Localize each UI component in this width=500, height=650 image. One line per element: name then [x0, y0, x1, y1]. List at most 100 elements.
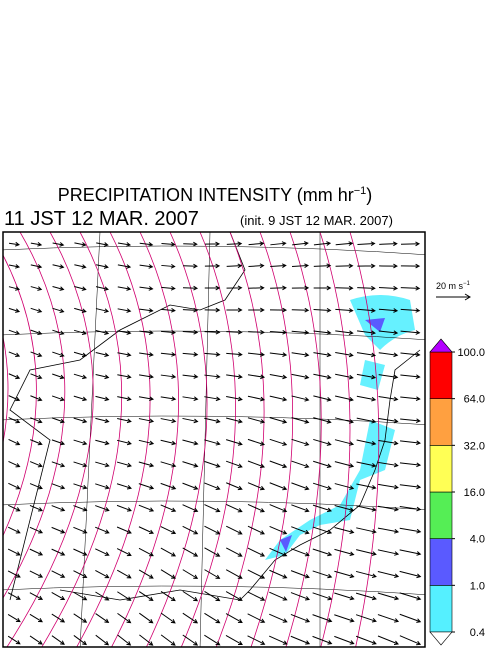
- wind-arrow: [73, 417, 88, 424]
- wind-arrow: [95, 461, 110, 468]
- wind-arrow: [204, 504, 221, 513]
- wind-arrow: [225, 591, 243, 601]
- wind-arrow: [160, 418, 177, 424]
- wind-arrow: [377, 592, 400, 601]
- wind-arrow: [313, 417, 332, 424]
- wind-arrow: [138, 526, 155, 535]
- wind-arrow: [8, 373, 21, 380]
- wind-arrow: [269, 438, 288, 446]
- lon-line: [199, 232, 211, 647]
- wind-arrow: [356, 461, 377, 468]
- wind-arrow: [95, 417, 110, 424]
- title: PRECIPITATION INTENSITY (mm hr−1): [58, 185, 373, 205]
- wind-arrow: [160, 461, 177, 468]
- contour: [215, 232, 265, 647]
- wind-arrow: [377, 570, 400, 579]
- wind-arrow: [29, 461, 43, 468]
- wind-arrow: [182, 547, 199, 557]
- wind-arrow: [399, 462, 422, 468]
- reference-arrow: [436, 293, 471, 301]
- colorbar-label: 32.0: [464, 440, 485, 452]
- wind-arrow: [291, 395, 310, 402]
- wind-arrow: [312, 570, 333, 579]
- wind-arrow: [51, 395, 65, 402]
- colorbar-segment: [429, 491, 453, 539]
- wind-arrow: [400, 418, 421, 424]
- wind-arrow: [204, 307, 221, 313]
- wind-arrow: [247, 525, 265, 535]
- wind-arrow: [182, 396, 199, 402]
- wind-arrow: [292, 241, 309, 246]
- wind-arrow: [377, 527, 400, 534]
- wind-arrow: [247, 417, 266, 424]
- wind-arrow: [335, 241, 354, 246]
- wind-arrow: [182, 417, 199, 424]
- wind-arrow: [247, 460, 265, 469]
- wind-arrow: [8, 395, 21, 402]
- wind-arrow: [204, 569, 221, 579]
- wind-arrow: [73, 526, 88, 534]
- wind-arrow: [204, 547, 221, 557]
- wind-arrow: [182, 525, 199, 535]
- wind-arrow: [313, 352, 332, 358]
- wind-arrow: [399, 506, 422, 512]
- colorbar-label: 0.4: [470, 627, 485, 639]
- title-sup: −1: [354, 185, 367, 197]
- wind-arrow: [160, 612, 176, 624]
- wind-arrow: [8, 504, 21, 512]
- wind-arrow: [291, 263, 310, 269]
- wind-arrow: [117, 418, 132, 424]
- wind-arrow: [269, 395, 288, 402]
- wind-arrow: [357, 285, 376, 291]
- wind-arrow: [182, 461, 199, 468]
- wind-arrow: [247, 591, 266, 601]
- contour: [6, 232, 94, 647]
- wind-arrow: [182, 482, 199, 490]
- wind-arrow: [226, 482, 243, 491]
- wind-arrow: [290, 613, 311, 623]
- wind-arrow: [225, 635, 243, 646]
- wind-arrow: [378, 285, 399, 291]
- wind-arrow: [399, 635, 422, 646]
- wind-arrow: [334, 614, 355, 623]
- wind-arrow: [29, 548, 44, 556]
- wind-arrow: [291, 373, 310, 380]
- wind-arrow: [334, 570, 355, 579]
- wind-arrow: [378, 439, 399, 446]
- wind-arrow: [291, 352, 310, 358]
- wind-arrow: [379, 263, 398, 269]
- wind-arrow: [357, 241, 376, 247]
- wind-arrow: [96, 264, 109, 269]
- wind-arrow: [269, 569, 288, 579]
- wind-arrow: [313, 373, 332, 380]
- contour: [76, 232, 151, 647]
- wind-arrow: [160, 396, 177, 401]
- wind-arrow: [377, 505, 399, 512]
- wind-arrow: [182, 374, 199, 379]
- colorbar-over: [429, 338, 453, 353]
- wind-arrow: [313, 241, 332, 246]
- colorbar-label: 1.0: [470, 580, 485, 592]
- wind-arrow: [95, 591, 110, 601]
- wind-arrow: [51, 483, 66, 490]
- wind-arrow: [204, 396, 221, 402]
- wind-arrow: [8, 417, 21, 424]
- wind-arrow: [269, 307, 288, 313]
- wind-arrow: [400, 308, 421, 313]
- wind-arrow: [226, 525, 243, 535]
- wind-arrow: [270, 263, 287, 269]
- wind-arrow: [30, 264, 43, 269]
- wind-arrow: [356, 549, 377, 556]
- wind-arrow: [160, 439, 177, 446]
- wind-arrow: [29, 592, 44, 600]
- wind-arrow: [247, 374, 266, 380]
- colorbar-segment: [429, 445, 453, 493]
- wind-arrow: [400, 374, 421, 380]
- wind-arrow: [30, 373, 43, 380]
- wind-arrow: [73, 483, 88, 490]
- wind-arrow: [7, 614, 21, 623]
- wind-arrow: [138, 418, 155, 424]
- wind-arrow: [116, 439, 132, 446]
- wind-arrow: [95, 548, 110, 556]
- wind-arrow: [356, 373, 377, 380]
